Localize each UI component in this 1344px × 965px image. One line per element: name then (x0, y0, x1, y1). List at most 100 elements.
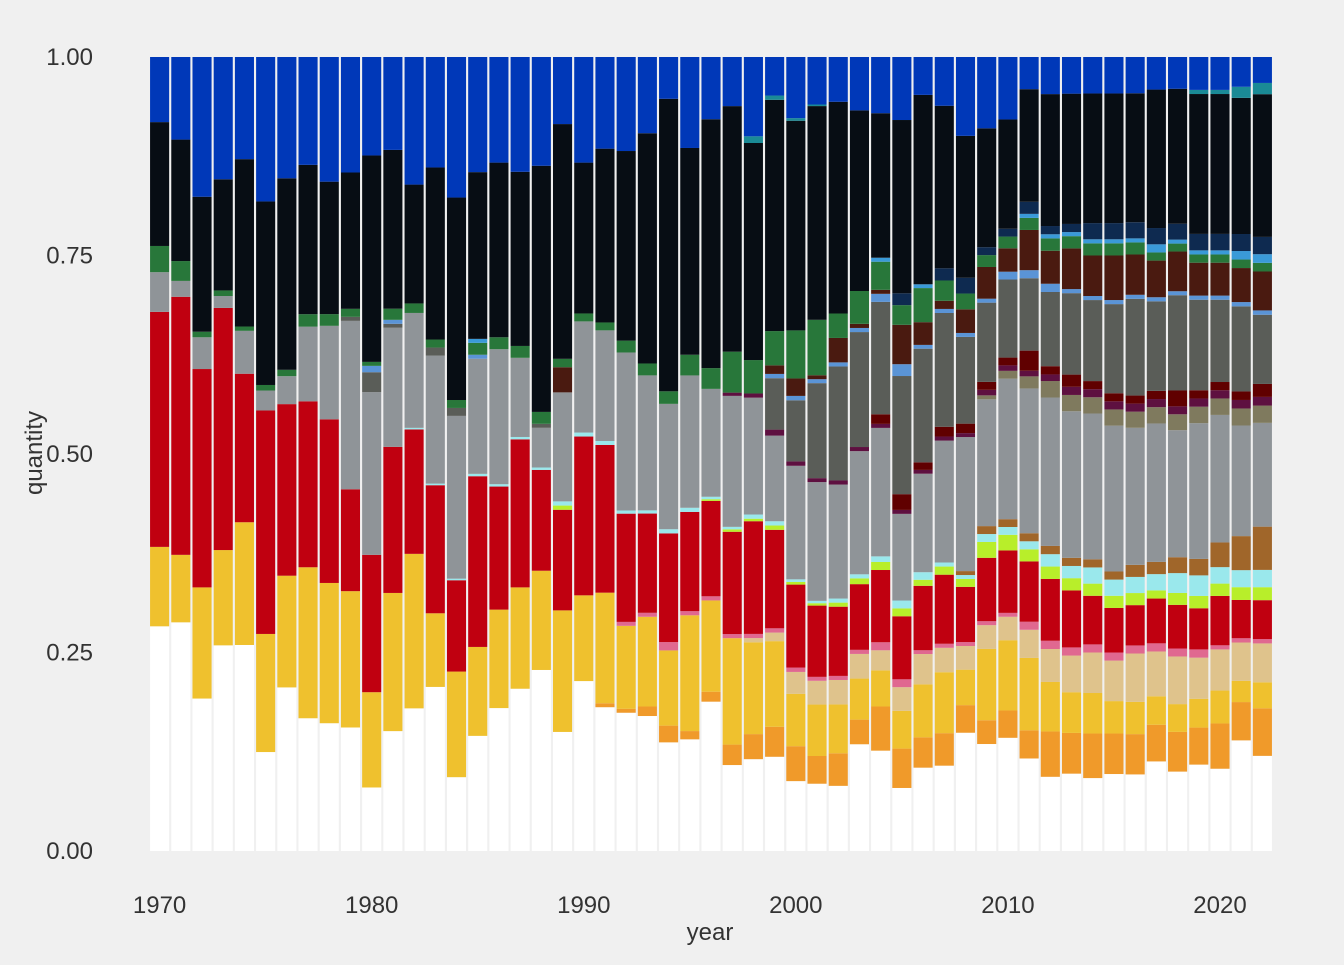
bar-segment-2014-1 (1083, 733, 1103, 779)
bar-segment-1981-9 (383, 327, 403, 447)
bar-segment-1990-0 (574, 681, 594, 851)
bar-segment-1998-5 (743, 521, 763, 634)
bar-segment-2018-8 (1168, 557, 1188, 574)
bar-segment-2002-15 (828, 337, 848, 363)
bar-segment-2016-4 (1125, 645, 1145, 654)
bar-segment-2005-19 (892, 120, 912, 294)
bar-segment-1998-0 (743, 759, 763, 851)
bar-segment-1987-5 (510, 439, 530, 588)
bar-segment-1988-13 (531, 423, 551, 428)
bar-segment-2004-12 (871, 414, 891, 424)
bar-segment-2017-2 (1146, 696, 1166, 725)
bar-segment-2015-11 (1104, 401, 1124, 410)
bar-segment-1981-5 (383, 446, 403, 593)
bar-segment-2022-2 (1252, 682, 1272, 709)
bar-segment-2000-16 (786, 330, 806, 379)
bar-segment-2001-15 (807, 375, 827, 380)
bar-segment-2013-0 (1061, 773, 1082, 851)
bar-segment-2003-19 (849, 110, 869, 292)
bar-segment-1998-19 (743, 143, 763, 361)
bar-segment-1990-16 (574, 313, 594, 322)
bar-segment-1985-19 (468, 172, 488, 339)
bar-segment-1983-21 (425, 57, 445, 168)
bar-segment-1990-2 (574, 595, 594, 682)
bar-segment-1984-5 (446, 580, 467, 672)
bar-segment-2019-3 (1189, 657, 1209, 699)
bar-segment-2010-11 (998, 365, 1018, 371)
bar-segment-2001-5 (807, 605, 827, 677)
bar-segment-2022-3 (1252, 643, 1272, 683)
bar-segment-2010-6 (998, 534, 1018, 551)
bar-segment-2013-2 (1061, 692, 1082, 733)
bar-segment-1994-16 (659, 391, 679, 404)
bar-segment-1986-21 (489, 57, 509, 163)
bar-2009 (977, 57, 997, 851)
bar-segment-2012-6 (1040, 566, 1060, 579)
bar-1999 (765, 57, 785, 851)
bar-segment-1992-19 (616, 151, 636, 341)
y-axis-title: quantity (21, 411, 48, 495)
bar-segment-1988-2 (531, 570, 551, 670)
bar-segment-1971-16 (171, 261, 191, 281)
bar-segment-1996-2 (701, 600, 721, 692)
bar-2017 (1146, 57, 1166, 851)
bar-segment-2020-11 (1210, 390, 1230, 399)
bar-segment-1986-7 (489, 484, 509, 487)
bar-segment-2009-12 (977, 381, 997, 390)
bar-segment-2014-3 (1083, 652, 1103, 694)
bar-segment-2017-6 (1146, 590, 1166, 599)
x-tick-label: 1990 (557, 892, 610, 919)
bar-segment-2005-5 (892, 616, 912, 680)
bar-segment-2022-12 (1252, 383, 1272, 397)
bar-segment-2012-18 (1040, 226, 1060, 235)
bar-segment-2015-8 (1104, 571, 1124, 580)
bar-segment-2004-7 (871, 556, 891, 562)
bar-segment-1997-16 (722, 351, 742, 393)
bar-segment-2016-14 (1125, 294, 1145, 299)
bar-segment-2022-10 (1252, 405, 1272, 423)
bar-segment-2018-18 (1168, 223, 1188, 240)
bar-segment-2001-7 (807, 600, 827, 604)
bar-segment-1999-7 (765, 521, 785, 526)
bar-segment-1987-21 (510, 57, 530, 172)
bar-2012 (1040, 57, 1060, 851)
bar-segment-1995-0 (680, 739, 700, 851)
bar-segment-2006-12 (913, 462, 933, 470)
bar-segment-2014-17 (1083, 239, 1103, 244)
bar-segment-2020-7 (1210, 567, 1230, 584)
bar-segment-2017-3 (1146, 651, 1166, 697)
bar-segment-2011-17 (1019, 213, 1039, 218)
bar-segment-2017-0 (1146, 761, 1166, 851)
bar-segment-2013-3 (1061, 655, 1082, 693)
bar-segment-1972-0 (192, 698, 212, 851)
bar-segment-2018-0 (1168, 771, 1188, 851)
bar-segment-2009-6 (977, 541, 997, 558)
bar-segment-2014-11 (1083, 389, 1103, 398)
bar-segment-1979-0 (340, 727, 361, 851)
bar-segment-1991-1 (595, 703, 615, 708)
bar-segment-1983-7 (425, 483, 445, 486)
bar-segment-2021-13 (1231, 306, 1251, 392)
bar-segment-2022-4 (1252, 639, 1272, 644)
bar-segment-2011-21 (1019, 57, 1039, 90)
bar-segment-2016-6 (1125, 593, 1145, 606)
bar-segment-1972-9 (192, 337, 212, 370)
bar-segment-2017-19 (1146, 89, 1166, 229)
bar-segment-2012-2 (1040, 681, 1060, 732)
bar-segment-2015-14 (1104, 300, 1124, 305)
bar-segment-1983-13 (425, 347, 445, 356)
bar-segment-2020-4 (1210, 645, 1230, 650)
bar-segment-2008-1 (955, 705, 976, 733)
bar-segment-2013-17 (1061, 232, 1082, 237)
bar-segment-2013-7 (1061, 565, 1082, 579)
bar-1978 (319, 57, 339, 851)
bar-segment-1970-21 (150, 57, 170, 123)
bar-segment-1976-19 (277, 178, 297, 370)
bar-segment-1999-19 (765, 99, 785, 332)
bar-segment-2020-14 (1210, 295, 1230, 300)
bar-segment-2001-13 (807, 383, 827, 479)
bar-segment-2021-19 (1231, 97, 1251, 235)
bar-segment-2008-8 (955, 571, 976, 576)
bar-segment-1983-9 (425, 355, 445, 484)
bar-segment-2021-18 (1231, 234, 1251, 252)
